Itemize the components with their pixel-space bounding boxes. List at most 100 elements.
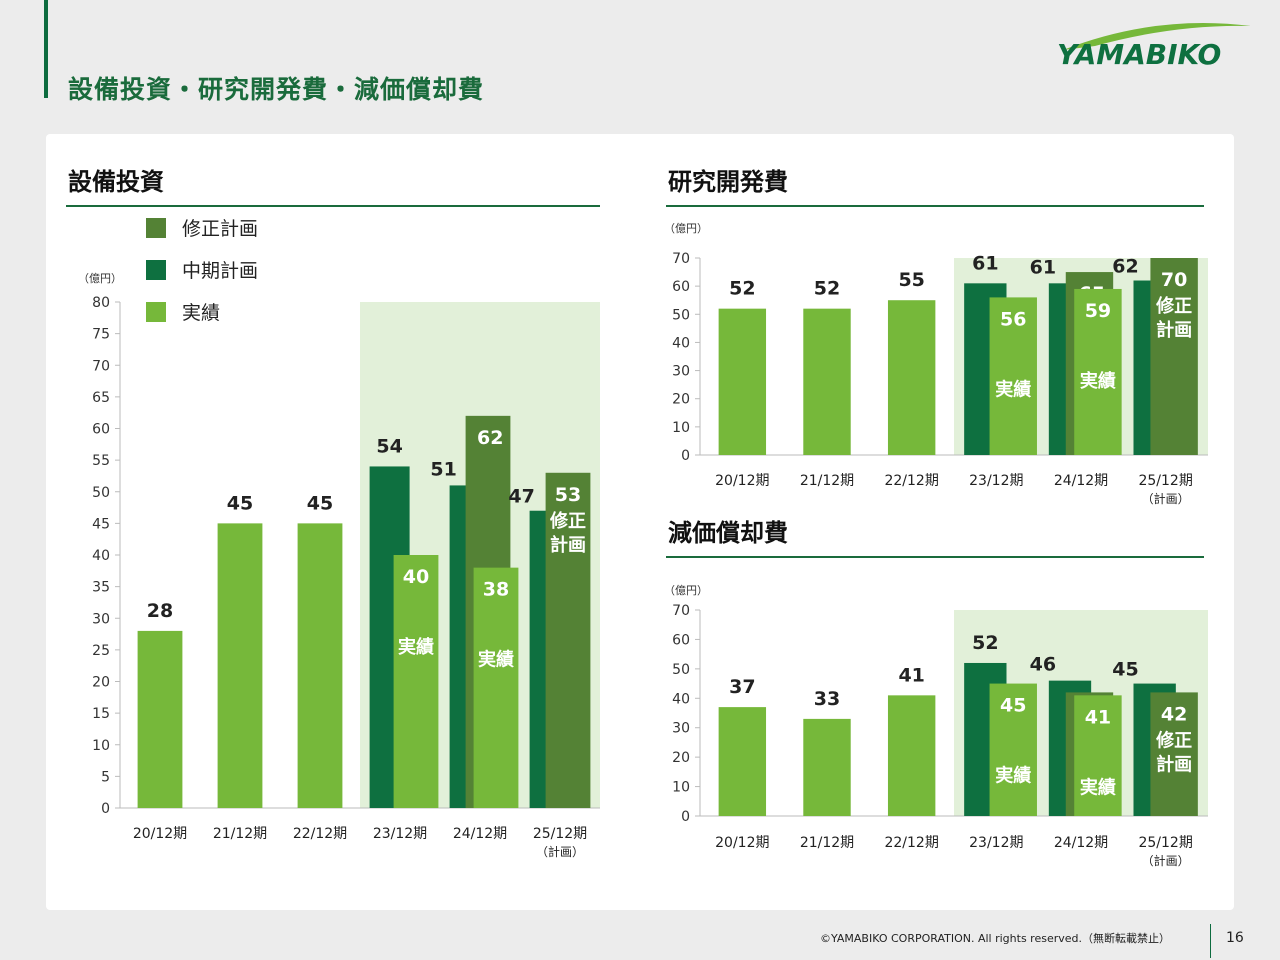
chart3-data-label-actual: 33 — [814, 688, 840, 710]
chart1-inner-label: 修正 — [549, 510, 586, 532]
chart3-y-tick-label: 10 — [672, 780, 690, 796]
chart3-y-tick-label: 60 — [672, 632, 690, 648]
chart1-x-tick-label: 21/12期 — [213, 826, 267, 842]
chart3-bar-revised — [1150, 692, 1198, 816]
chart3-x-tick-label: 21/12期 — [800, 835, 854, 851]
chart2-y-tick-label: 40 — [672, 335, 690, 351]
chart1-legend-swatch — [146, 302, 166, 322]
chart2-x-tick-label: 22/12期 — [884, 473, 938, 489]
chart2-data-label-midterm: 61 — [972, 252, 998, 274]
chart1-y-tick-label: 5 — [101, 769, 110, 785]
chart1-data-label-revised: 62 — [477, 427, 503, 449]
chart1-y-tick-label: 75 — [92, 327, 110, 343]
chart1-data-label-actual: 38 — [483, 579, 509, 601]
chart1-inner-label: 実績 — [478, 649, 514, 671]
chart2-unit-label: （億円） — [664, 222, 708, 235]
chart1-unit-label: （億円） — [78, 272, 122, 285]
chart1-inner-label: 計画 — [550, 534, 586, 556]
chart1-legend-label: 実績 — [182, 302, 220, 324]
chart3-data-label-actual: 41 — [898, 664, 924, 686]
chart1-y-tick-label: 35 — [92, 580, 110, 596]
chart2-data-label-midterm: 62 — [1112, 256, 1138, 278]
chart1-x-tick-label: 25/12期 — [533, 826, 587, 842]
chart3-inner-label: 実績 — [1080, 776, 1116, 798]
chart3-title: 減価償却費 — [668, 519, 788, 547]
chart1-y-tick-label: 40 — [92, 548, 110, 564]
chart1-x-tick-label: 24/12期 — [453, 826, 507, 842]
chart2-bar-actual — [887, 300, 936, 455]
chart3-inner-label: 計画 — [1156, 753, 1192, 775]
chart3-x-tick-sublabel: （計画） — [1142, 853, 1190, 868]
chart2-inner-label: 実績 — [995, 378, 1031, 400]
chart2-inner-label: 実績 — [1080, 370, 1116, 392]
chart2-data-label-actual: 52 — [729, 278, 755, 300]
chart1-y-tick-label: 25 — [92, 643, 110, 659]
chart3-x-tick-label: 25/12期 — [1138, 835, 1192, 851]
chart2-y-tick-label: 0 — [681, 448, 690, 464]
chart1-y-tick-label: 70 — [92, 358, 110, 374]
chart3-bar-actual — [718, 707, 767, 816]
chart1-bar-actual — [297, 523, 343, 808]
chart1-data-label-midterm: 47 — [508, 486, 534, 508]
chart3-y-tick-label: 20 — [672, 750, 690, 766]
chart2-x-tick-sublabel: （計画） — [1142, 491, 1190, 506]
chart1-x-tick-label: 23/12期 — [373, 826, 427, 842]
chart3-data-label-actual: 37 — [729, 676, 755, 698]
chart2-x-tick-label: 25/12期 — [1138, 473, 1192, 489]
chart3-x-tick-label: 24/12期 — [1054, 835, 1108, 851]
chart1-data-label-midterm: 51 — [430, 458, 456, 480]
chart2-bar-actual — [1074, 288, 1122, 455]
chart3-data-label-midterm: 52 — [972, 632, 998, 654]
header-accent-bar — [44, 0, 48, 98]
chart1-data-label-actual: 28 — [147, 600, 173, 622]
chart1-data-label-actual: 45 — [227, 492, 253, 514]
chart2-y-tick-label: 20 — [672, 392, 690, 408]
chart3-y-tick-label: 50 — [672, 662, 690, 678]
chart1-legend-swatch — [146, 218, 166, 238]
chart2-data-label-actual: 59 — [1085, 300, 1111, 322]
chart2-x-tick-label: 23/12期 — [969, 473, 1023, 489]
chart3-inner-label: 実績 — [995, 765, 1031, 787]
chart2-x-tick-label: 21/12期 — [800, 473, 854, 489]
chart1-legend-label: 修正計画 — [182, 218, 258, 240]
chart3-data-label-revised: 42 — [1161, 703, 1187, 725]
page-title: 設備投資・研究開発費・減価償却費 — [68, 75, 485, 104]
chart1-bar-revised — [545, 472, 591, 808]
chart2-y-tick-label: 50 — [672, 307, 690, 323]
chart3-y-tick-label: 30 — [672, 721, 690, 737]
chart2-x-tick-label: 20/12期 — [715, 473, 769, 489]
chart2-data-label-midterm: 61 — [1030, 256, 1056, 278]
chart3-bar-actual — [887, 695, 936, 816]
chart3-data-label-midterm: 46 — [1030, 654, 1056, 676]
chart1-y-tick-label: 80 — [92, 295, 110, 311]
chart1-inner-label: 実績 — [398, 636, 434, 658]
chart1-y-tick-label: 60 — [92, 422, 110, 438]
chart1-bar-actual — [473, 567, 519, 808]
chart1-bar-actual — [217, 523, 263, 808]
chart2-bar-revised — [1150, 258, 1198, 455]
chart1-x-tick-label: 22/12期 — [293, 826, 347, 842]
chart2-y-tick-label: 30 — [672, 364, 690, 380]
chart1-bar-actual — [393, 555, 439, 808]
chart2-data-label-actual: 52 — [814, 278, 840, 300]
chart1-y-tick-label: 45 — [92, 516, 110, 532]
chart1-y-tick-label: 0 — [101, 801, 110, 817]
chart1-y-tick-label: 15 — [92, 706, 110, 722]
chart2-y-tick-label: 10 — [672, 420, 690, 436]
chart2-data-label-revised: 70 — [1161, 269, 1187, 291]
chart1-data-label-midterm: 54 — [376, 435, 402, 457]
chart2-bar-actual — [989, 297, 1037, 455]
chart2-bar-actual — [718, 308, 767, 455]
chart1-legend-swatch — [146, 260, 166, 280]
chart1-y-tick-label: 30 — [92, 611, 110, 627]
chart2-bar-actual — [803, 308, 851, 455]
logo-text: YAMABIKO — [1057, 38, 1221, 71]
chart1-x-tick-sublabel: （計画） — [536, 844, 584, 859]
chart1-y-tick-label: 20 — [92, 675, 110, 691]
chart3-y-tick-label: 70 — [672, 603, 690, 619]
chart3-x-tick-label: 20/12期 — [715, 835, 769, 851]
chart3-x-tick-label: 23/12期 — [969, 835, 1023, 851]
chart2-data-label-actual: 55 — [898, 269, 924, 291]
chart2-inner-label: 修正 — [1155, 295, 1192, 317]
